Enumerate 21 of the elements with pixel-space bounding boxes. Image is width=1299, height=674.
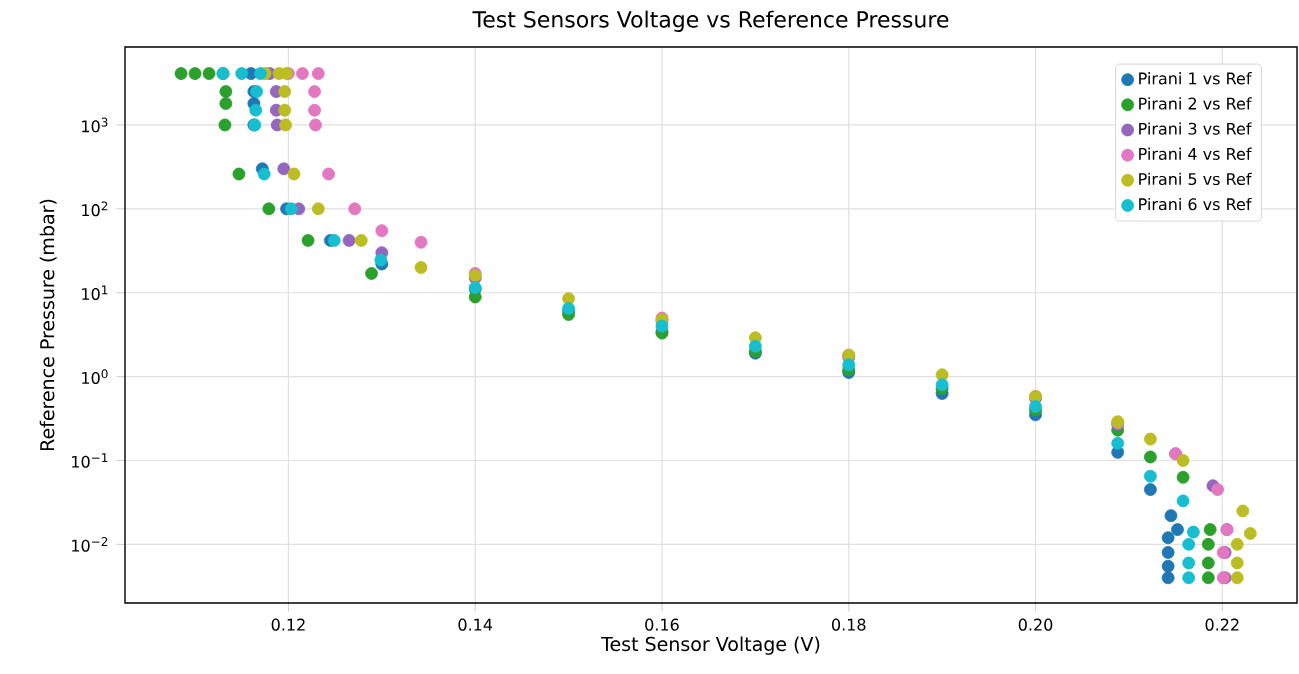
chart-title: Test Sensors Voltage vs Reference Pressure [472,10,949,32]
x-tick-label: 0.16 [645,618,679,631]
legend-label: Pirani 1 vs Ref [1139,72,1252,85]
x-tick-label: 0.18 [832,618,866,631]
legend-label: Pirani 4 vs Ref [1139,147,1252,160]
x-tick-label: 0.20 [1018,618,1053,631]
x-tick-label: 0.12 [271,618,305,631]
y-tick-label: 10$^{0}$ [82,369,108,384]
y-tick-label: 10$^{−1}$ [72,453,108,468]
legend-label: Pirani 3 vs Ref [1139,122,1252,135]
legend-label: Pirani 5 vs Ref [1139,172,1252,186]
x-axis-title: Test Sensor Voltage (V) [601,636,820,655]
legend-label: Pirani 2 vs Ref [1139,97,1252,110]
x-tick-label: 0.22 [1205,618,1239,631]
y-tick-label: 10$^{2}$ [82,201,108,217]
y-tick-label: 10$^{1}$ [82,285,108,301]
x-tick-label: 0.14 [458,618,493,631]
legend-label: Pirani 6 vs Ref [1139,197,1252,211]
y-tick-label: 10$^{−2}$ [72,536,108,552]
y-tick-label: 10$^{3}$ [82,117,108,133]
y-axis-title: Reference Pressure (mbar) [39,199,57,451]
